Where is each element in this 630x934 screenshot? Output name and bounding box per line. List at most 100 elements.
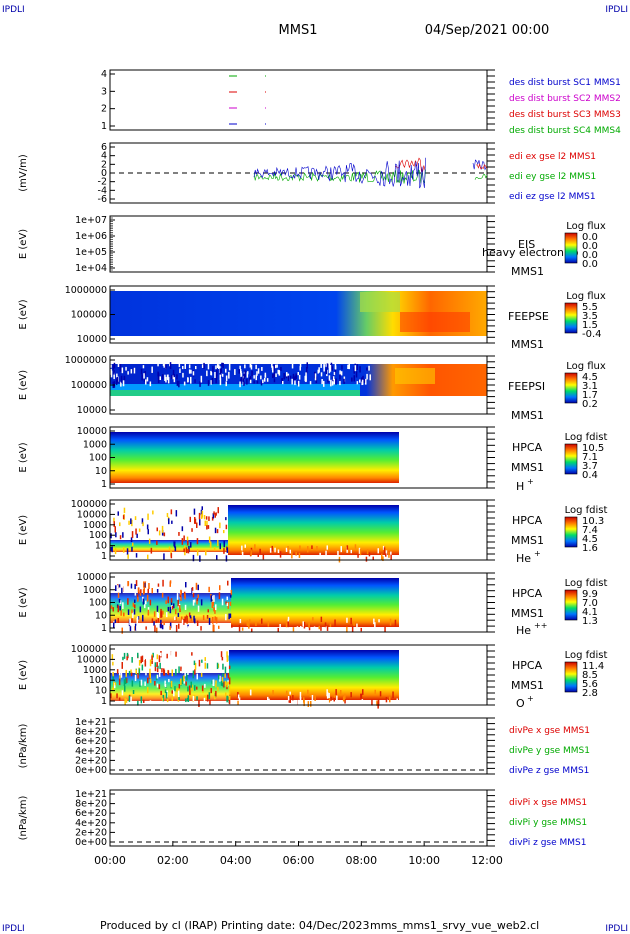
hpca-speckle: [111, 546, 113, 553]
hpca-speckle: [303, 699, 305, 707]
feepsi-speckle: [239, 369, 242, 374]
hpca-spectrogram-early: [110, 540, 228, 552]
feepsi-speckle: [271, 363, 273, 368]
hpca-speckle: [212, 662, 215, 667]
hpca-speckle: [222, 663, 224, 670]
hpca-speckle: [250, 547, 253, 552]
colorbar-title: Log flux: [566, 291, 606, 302]
hpca-speckle: [223, 548, 225, 554]
hpca-speckle: [211, 595, 214, 600]
feepse-patch: [360, 292, 400, 312]
feepsi-speckle: [219, 368, 222, 375]
y-tick-label: 1000: [83, 585, 107, 596]
feepsi-speckle: [183, 381, 186, 386]
hpca-speckle: [396, 698, 398, 703]
feepsi-speckle: [110, 364, 112, 368]
hpca-speckle: [160, 619, 162, 625]
hpca-speckle: [156, 662, 158, 668]
hpca-speckle: [194, 662, 197, 670]
hpca-speckle: [160, 690, 162, 696]
hpca-speckle: [187, 549, 190, 554]
colorbar: [564, 443, 578, 475]
hpca-speckle: [299, 545, 301, 550]
hpca-speckle: [196, 673, 198, 680]
hpca-spectrogram: [231, 578, 399, 627]
feepsi-speckle: [194, 379, 196, 383]
colorbar: [564, 302, 578, 334]
x-tick-label: 02:00: [157, 854, 189, 867]
hpca-speckle: [125, 677, 128, 683]
y-tick-label: 1000: [83, 520, 107, 531]
hpca-speckle: [144, 604, 146, 609]
hpca-speckle: [128, 520, 130, 525]
colorbar-tick-label: 1.3: [582, 616, 598, 627]
hpca-speckle: [230, 594, 232, 598]
feepsi-speckle: [257, 368, 260, 374]
hpca-speckle: [194, 669, 196, 675]
hpca-speckle: [163, 553, 165, 560]
feepsi-speckle: [240, 378, 242, 384]
hpca-speckle: [215, 604, 217, 611]
hpca-speckle: [330, 701, 332, 706]
hpca-speckle: [229, 601, 232, 606]
hpca-speckle: [353, 622, 355, 626]
hpca-speckle: [213, 547, 216, 551]
colorbar-tick-label: 5.5: [582, 302, 598, 313]
hpca-speckle: [203, 697, 206, 704]
feepsi-speckle: [212, 366, 214, 373]
hpca-speckle: [207, 525, 210, 529]
hpca-speckle: [178, 696, 180, 700]
hpca-speckle: [204, 657, 206, 662]
hpca-speckle: [237, 700, 239, 705]
hpca-speckle: [141, 655, 144, 662]
hpca-speckle: [127, 609, 130, 615]
hpca-speckle: [122, 532, 124, 538]
y-tick-label: 6: [101, 142, 107, 153]
hpca-speckle: [183, 548, 185, 553]
y-axis-label: E (eV): [18, 299, 29, 329]
feepsi-speckle: [225, 381, 227, 387]
hpca-speckle: [130, 537, 133, 543]
hpca-speckle: [300, 626, 302, 633]
colorbar-tick-label: 8.5: [582, 670, 598, 681]
hpca-speckle: [394, 619, 397, 627]
feepsi-speckle: [356, 381, 359, 385]
hpca-speckle: [289, 691, 291, 695]
feepsi-speckle: [239, 381, 241, 388]
hpca-speckle: [287, 696, 290, 701]
feepsi-speckle: [289, 375, 292, 379]
feepsi-speckle: [249, 362, 252, 368]
hpca-speckle: [210, 688, 212, 694]
hpca-speckle: [228, 685, 231, 690]
hpca-speckle: [377, 548, 379, 554]
colorbar-tick-label: 4.5: [582, 534, 598, 545]
hpca-speckle: [201, 685, 204, 692]
hpca-speckle: [147, 588, 149, 594]
hpca-speckle: [142, 589, 145, 595]
hpca-speckle: [115, 585, 117, 592]
hpca-speckle: [180, 678, 182, 686]
hpca-speckle: [123, 679, 126, 687]
hpca-speckle: [202, 624, 204, 628]
feepsi-speckle: [334, 369, 337, 375]
hpca-speckle: [384, 626, 386, 632]
hpca-speckle: [119, 522, 121, 527]
hpca-speckle: [123, 613, 125, 617]
x-tick-label: 12:00: [471, 854, 503, 867]
hpca-speckle: [132, 542, 134, 547]
hpca-speckle: [288, 698, 290, 703]
feepsi-speckle: [241, 376, 243, 381]
feepsi-speckle: [356, 364, 358, 370]
hpca-speckle: [248, 622, 250, 629]
hpca-speckle: [153, 621, 155, 626]
species-label: He: [516, 624, 531, 637]
hpca-speckle: [134, 604, 136, 609]
hpca-speckle: [166, 653, 168, 659]
hpca-speckle: [390, 551, 392, 555]
hpca-speckle: [208, 586, 210, 593]
hpca-speckle: [189, 516, 191, 523]
spacecraft-label: MMS1: [511, 679, 544, 692]
feepsi-speckle: [320, 372, 323, 377]
hpca-speckle: [197, 594, 199, 599]
